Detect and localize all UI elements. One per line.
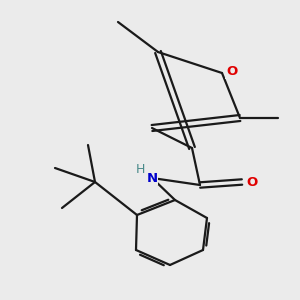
Text: H: H [136,163,145,176]
Text: N: N [146,172,158,184]
Text: O: O [226,65,237,78]
Text: O: O [247,176,258,188]
